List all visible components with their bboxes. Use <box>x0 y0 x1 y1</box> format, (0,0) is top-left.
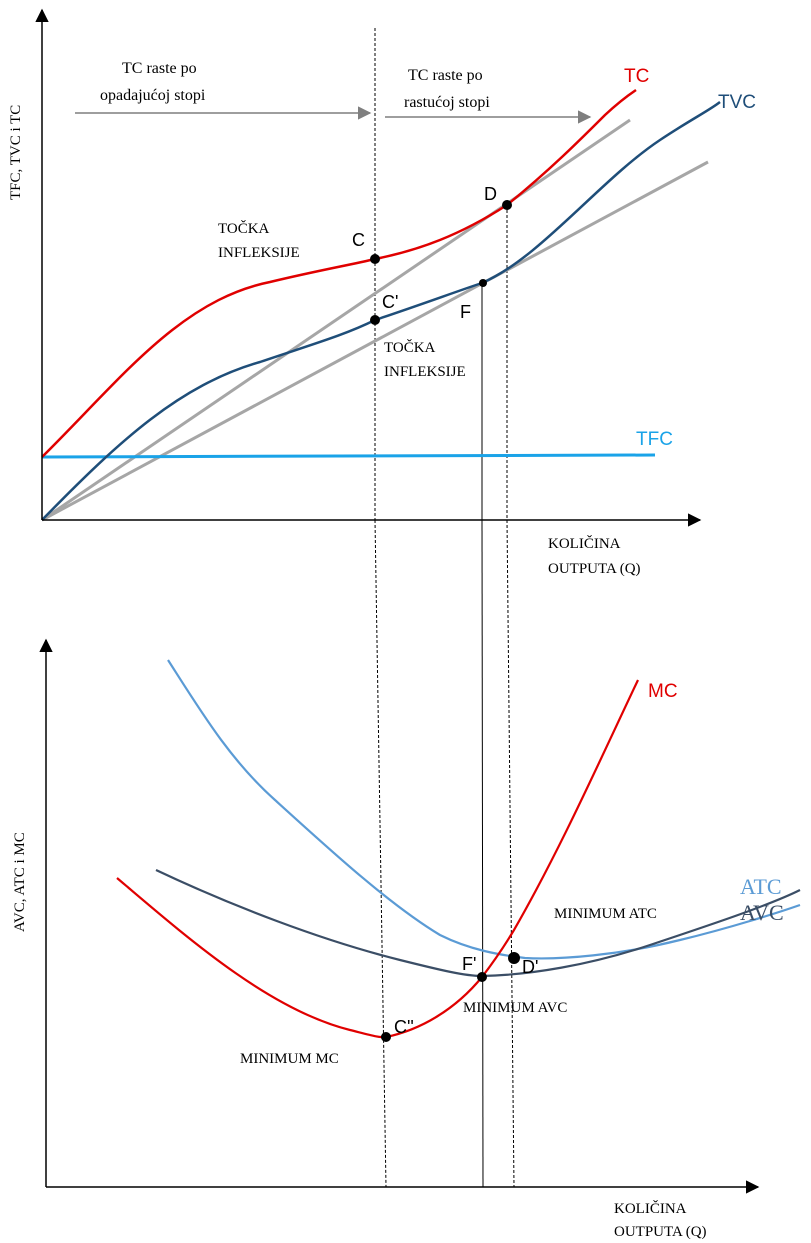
label-series-mc: MC <box>648 681 678 702</box>
top-y-axis-label: TFC, TVC i TC <box>8 105 24 200</box>
label-point-f: F <box>460 302 471 322</box>
guide-line-f-lower <box>481 519 484 1188</box>
label-series-atc: ATC <box>740 874 782 899</box>
label-point-c-double-prime: C'' <box>394 1017 414 1037</box>
top-panel: TFC, TVC i TC KOLIČINA OUTPUTA (Q) TC ra… <box>8 8 756 577</box>
annotation-min-avc: MINIMUM AVC <box>463 1000 567 1016</box>
tc-curve <box>41 88 637 458</box>
label-series-tfc: TFC <box>636 429 673 450</box>
avc-curve <box>155 869 801 978</box>
bottom-x-label-line2: OUTPUTA (Q) <box>614 1224 707 1240</box>
annotation-min-atc: MINIMUM ATC <box>554 906 657 922</box>
point-c-double-prime <box>381 1032 391 1042</box>
top-x-label-line1: KOLIČINA <box>548 535 621 552</box>
mc-curve <box>116 679 639 1039</box>
inflection-top-line1: TOČKA <box>218 220 270 237</box>
point-c <box>370 254 380 264</box>
ray-to-f <box>41 160 709 522</box>
tfc-curve <box>41 453 656 459</box>
label-point-c: C <box>352 230 365 250</box>
atc-curve <box>167 659 801 960</box>
point-d-prime <box>508 952 520 964</box>
label-point-f-prime: F' <box>462 954 476 974</box>
label-point-c-prime: C' <box>382 292 398 312</box>
point-d <box>502 200 512 210</box>
label-series-tvc: TVC <box>718 92 756 113</box>
inflection-top-line2: INFLEKSIJE <box>218 245 300 261</box>
annotation-increasing-line2: rastućoj stopi <box>404 94 490 111</box>
label-point-d: D <box>484 184 497 204</box>
point-f-prime <box>477 972 487 982</box>
annotation-increasing-line1: TC raste po <box>408 67 483 84</box>
inflection-bottom-line2: INFLEKSIJE <box>384 364 466 380</box>
annotation-decreasing-line1: TC raste po <box>122 60 197 77</box>
label-point-d-prime: D' <box>522 957 538 977</box>
ray-to-d <box>41 118 631 522</box>
label-series-tc: TC <box>624 66 649 87</box>
bottom-y-axis-label: AVC, ATC i MC <box>12 832 28 932</box>
tvc-curve <box>41 101 721 521</box>
bottom-x-label-line1: KOLIČINA <box>614 1200 687 1217</box>
label-series-avc: AVC <box>740 900 784 925</box>
annotation-decreasing-line2: opadajućoj stopi <box>100 87 206 104</box>
guide-line-c-lower <box>374 519 387 1188</box>
point-c-prime <box>370 315 380 325</box>
guide-line-d-lower <box>506 519 515 1188</box>
inflection-bottom-line1: TOČKA <box>384 339 436 356</box>
point-f <box>479 279 487 287</box>
top-x-label-line2: OUTPUTA (Q) <box>548 561 641 577</box>
annotation-min-mc: MINIMUM MC <box>240 1051 339 1067</box>
bottom-panel: AVC, ATC i MC KOLIČINA OUTPUTA (Q) MINIM… <box>12 519 801 1240</box>
